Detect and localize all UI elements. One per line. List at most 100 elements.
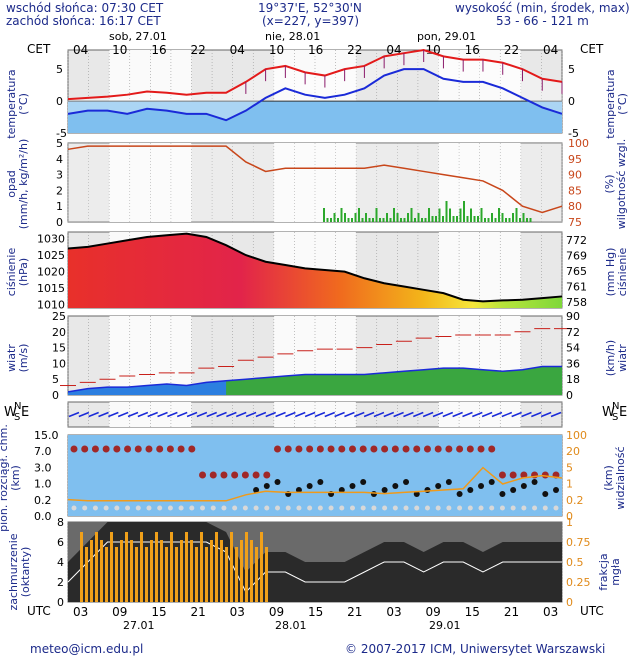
fog-tick-right: 0.5 <box>566 556 584 569</box>
date-bottom-2: 28.01 <box>275 619 307 632</box>
hour-top-label: 04 <box>73 43 88 57</box>
cloud-top-dot <box>124 445 132 453</box>
fog-fraction-bar <box>250 540 253 602</box>
wind-tick-left: 5 <box>52 373 59 386</box>
cloud-top-dot <box>284 445 292 453</box>
cloud-top-dot <box>209 471 217 479</box>
cloud-tick-left: 4 <box>57 556 64 569</box>
humidity-tick-right: 95 <box>568 153 582 166</box>
fog-fraction-bar <box>265 547 268 602</box>
wind-direction-arrow <box>275 411 286 418</box>
cloud-low-dot <box>114 505 120 511</box>
precip-bar <box>368 218 371 222</box>
wind-direction-arrow <box>511 411 522 418</box>
humidity-tick-right: 75 <box>568 216 582 229</box>
wind-direction-arrow <box>196 411 208 418</box>
visibility-tick-left: 0.0 <box>34 510 52 523</box>
cloud-base-dot <box>317 479 324 485</box>
fog-tick-right: 0.75 <box>566 536 591 549</box>
cloud-low-dot <box>200 505 206 511</box>
pressure-tick-right: 765 <box>566 265 587 278</box>
visibility-tick-left: 7.0 <box>34 445 52 458</box>
precip-bar <box>431 216 434 222</box>
cloud-base-dot <box>295 487 302 493</box>
wind-tick-right: 0 <box>566 389 573 402</box>
cloud-top-dot <box>402 445 410 453</box>
hour-top-label: 04 <box>230 43 245 57</box>
cloud-top-dot <box>520 471 528 479</box>
precip-tick-left: 0 <box>56 216 63 229</box>
cloud-top-dot <box>306 445 314 453</box>
cloud-top-dot <box>231 471 239 479</box>
cloud-top-dot <box>423 445 431 453</box>
precip-bar <box>498 208 500 222</box>
hour-top-label: 04 <box>543 43 558 57</box>
hour-bottom-label: 09 <box>426 605 441 619</box>
cloud-top-dot <box>263 471 271 479</box>
precip-bar <box>456 216 458 222</box>
cloud-low-dot <box>296 505 302 511</box>
fog-fraction-bar <box>95 532 98 602</box>
cloud-low-dot <box>232 505 238 511</box>
cloud-low-dot <box>157 505 163 511</box>
wind-direction-arrow <box>442 411 454 418</box>
cloud-low-dot <box>403 505 409 511</box>
fog-fraction-bar <box>160 540 163 602</box>
fog-fraction-bar <box>255 547 258 602</box>
cloud-top-dot <box>456 445 464 453</box>
cloud-low-dot <box>499 505 505 511</box>
cloud-base-dot <box>467 487 474 493</box>
cloud-top-dot <box>134 445 142 453</box>
temperature-below-zero-area <box>68 101 562 133</box>
humidity-line <box>67 145 563 214</box>
cloud-low-dot <box>382 505 388 511</box>
precip-bar <box>326 218 329 222</box>
precip-bar <box>428 208 430 222</box>
fog-fraction-bar <box>105 547 108 602</box>
cloud-base-dot <box>488 479 495 485</box>
cloud-top-dot <box>434 445 442 453</box>
cloud-top-dot <box>381 445 389 453</box>
precip-bar <box>379 218 381 222</box>
fog-fraction-bar <box>155 532 158 602</box>
cloud-low-dot <box>467 505 473 511</box>
cloud-top-dot <box>274 445 282 453</box>
wind-direction-arrow <box>521 411 532 418</box>
visibility-line <box>67 466 563 502</box>
wind-direction-arrow <box>157 411 168 418</box>
cloud-top-dot <box>113 445 121 453</box>
cloud-top-dot <box>177 445 185 453</box>
cloud-top-dot <box>509 471 517 479</box>
temperature-line <box>67 48 563 101</box>
cloud-top-dot <box>445 445 453 453</box>
cloud-top-dot <box>102 445 110 453</box>
hour-top-label: 16 <box>465 43 480 57</box>
wind-tick-left: 0 <box>52 389 59 402</box>
timezone-bottom-right: UTC <box>580 604 604 618</box>
precip-bar <box>459 208 462 222</box>
cloud-low-dot <box>275 505 281 511</box>
date-top-2: nie, 28.01 <box>265 30 321 43</box>
cloud-base-dot <box>338 487 345 493</box>
precip-bar <box>330 218 332 222</box>
hour-top-label: 16 <box>151 43 166 57</box>
footer-email[interactable]: meteo@icm.edu.pl <box>30 642 144 656</box>
precip-bar <box>473 216 476 222</box>
fog-fraction-bar <box>215 532 218 602</box>
wind-direction-arrow <box>186 411 198 418</box>
precip-tick-left: 3 <box>56 169 63 182</box>
fog-fraction-bar <box>170 532 173 602</box>
cloud-base-dot <box>456 491 463 497</box>
fog-fraction-bar <box>140 532 143 602</box>
precip-bar <box>484 218 486 222</box>
precip-bar <box>396 213 399 222</box>
cloud-low-dot <box>135 505 141 511</box>
cloud-low-dot <box>478 505 484 511</box>
cloud-base-dot <box>542 491 549 497</box>
cloud-low-dot <box>510 505 516 511</box>
visibility-tick-left: 3.0 <box>34 461 52 474</box>
temperature-band <box>68 50 562 121</box>
wind-direction-arrow <box>472 411 483 418</box>
temperature-tick-left: 0 <box>56 95 63 108</box>
fog-fraction-bar <box>130 540 133 602</box>
